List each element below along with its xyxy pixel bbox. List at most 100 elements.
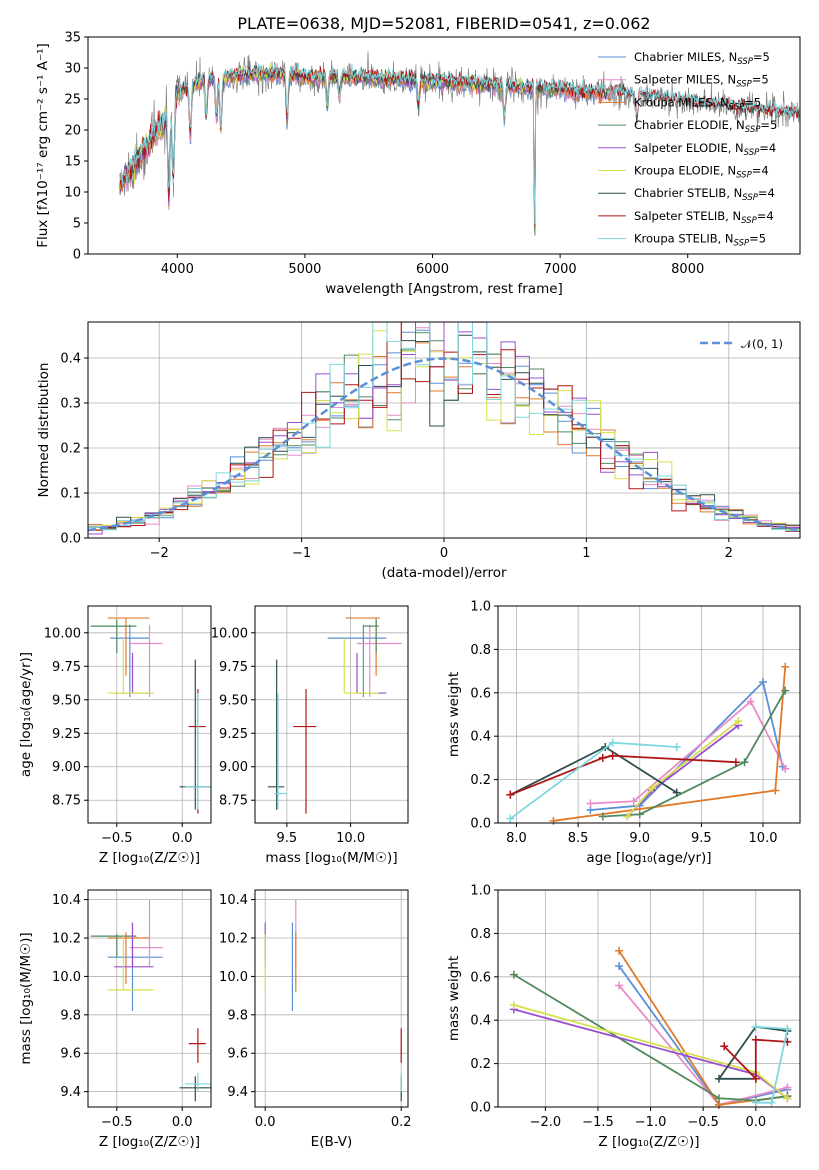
data-point <box>274 693 287 810</box>
x-tick-label: −0.5 <box>101 831 133 846</box>
weight-marker <box>615 981 624 990</box>
x-tick-label: −2 <box>150 546 169 561</box>
y-tick-label: 9.75 <box>219 660 248 675</box>
data-point <box>114 922 154 968</box>
axes-frame <box>497 889 801 1108</box>
axes-frame <box>254 605 409 824</box>
grid <box>255 606 408 823</box>
weight-marker <box>720 1042 729 1051</box>
y-tick-label: 1.0 <box>470 600 491 615</box>
data-point <box>343 638 379 694</box>
weight-marker <box>598 753 607 762</box>
data-point <box>129 624 163 698</box>
y-tick-label: 9.8 <box>60 1008 81 1023</box>
legend-label: Chabrier ELODIE, NSSP=5 <box>634 118 777 135</box>
y-tick-label: 0.4 <box>470 730 491 745</box>
axes-frame <box>497 605 801 824</box>
spectrum-panel: 4000 5000 6000 7000 8000 0 5 10 15 20 25 30 35 wavele… <box>35 14 801 297</box>
data-point <box>114 652 154 694</box>
weight-marker <box>734 717 743 726</box>
weight-line <box>590 700 787 805</box>
weight-marker <box>615 961 624 970</box>
weight-series <box>549 662 790 825</box>
y-tick-label: 25 <box>64 93 81 108</box>
weight-line <box>509 754 736 796</box>
x-tick-label: 2 <box>725 546 733 561</box>
y-tick-label: 8.75 <box>52 794 81 809</box>
x-tick-label: −1.0 <box>635 1115 667 1130</box>
legend-label: Kroupa STELIB, NSSP=5 <box>634 232 766 249</box>
weight-marker <box>635 810 644 819</box>
data-point <box>188 689 206 814</box>
x-axis-label: (data-model)/error <box>381 565 507 581</box>
y-axis-label: mass weight <box>446 672 462 757</box>
y-tick-label: 10.00 <box>211 626 248 641</box>
weight-marker <box>751 1098 760 1107</box>
weight-series <box>586 697 790 808</box>
weight-marker <box>781 686 790 695</box>
y-tick-label: 9.25 <box>52 727 81 742</box>
weight-marker <box>549 816 558 825</box>
weight-marker <box>771 786 780 795</box>
y-tick-label: 0.4 <box>470 1014 491 1029</box>
weight-marker <box>731 758 740 767</box>
grid <box>255 890 408 1107</box>
weight-series <box>751 1022 792 1107</box>
y-tick-label: 9.8 <box>227 1008 248 1023</box>
x-axis-label: Z [log₁₀(Z/Z☉)] <box>99 1134 200 1150</box>
y-tick-label: 0.6 <box>470 686 491 701</box>
y-axis-label: Flux [fλ10⁻¹⁷ erg cm⁻² s⁻¹ A⁻¹] <box>35 43 51 248</box>
weight-marker <box>714 1074 723 1083</box>
normal-reference-curve <box>87 357 801 532</box>
axes-frame <box>87 889 212 1108</box>
y-tick-label: 10.0 <box>219 970 248 985</box>
x-axis-label: age [log₁₀(age/yr)] <box>586 850 711 866</box>
legend-label: 𝒩(0, 1) <box>741 337 783 351</box>
y-tick-label: 9.25 <box>219 727 248 742</box>
weight-marker <box>783 1083 792 1092</box>
weight-vs-age-panel: 8.0 8.5 9.0 9.5 10.0 0.0 0.2 0.4 0.6 0.8 1.0 age [l… <box>446 600 801 866</box>
x-axis-label: Z [log₁₀(Z/Z☉)] <box>598 1134 699 1150</box>
spectrum-model-line <box>119 62 800 225</box>
mass-vs-Z-panel: −0.5 0.0 9.4 9.6 9.8 10.0 10.2 10.4 Z [log₁₀(Z/Z… <box>18 889 212 1150</box>
x-tick-label: 9.0 <box>629 831 650 846</box>
chart-title: PLATE=0638, MJD=52081, FIBERID=0541, z=0… <box>237 14 650 33</box>
y-tick-label: 15 <box>64 155 81 170</box>
legend-label: Chabrier STELIB, NSSP=4 <box>634 186 775 203</box>
weight-marker <box>672 788 681 797</box>
weight-marker <box>672 743 681 752</box>
y-tick-label: 0.0 <box>60 532 81 547</box>
weight-line <box>602 690 786 818</box>
weight-series <box>623 717 743 821</box>
y-tick-label: 35 <box>64 31 81 46</box>
y-tick-label: 10.2 <box>52 932 81 947</box>
data-point <box>179 1076 211 1102</box>
y-tick-label: 9.50 <box>219 693 248 708</box>
x-tick-label: 10.0 <box>336 831 365 846</box>
weight-marker <box>759 677 768 686</box>
y-tick-label: 0.0 <box>470 817 491 832</box>
weight-marker <box>740 758 749 767</box>
x-axis-label: E(B-V) <box>311 1134 353 1150</box>
weight-marker <box>506 790 515 799</box>
data-point <box>363 619 379 653</box>
y-tick-label: 9.00 <box>52 760 81 775</box>
x-tick-label: 9.5 <box>277 831 298 846</box>
spectrum-model-line <box>119 65 800 227</box>
weight-marker <box>608 738 617 747</box>
legend-label: Kroupa ELODIE, NSSP=4 <box>634 164 769 181</box>
x-tick-label: 0.2 <box>391 1115 412 1130</box>
y-tick-label: 8.75 <box>219 794 248 809</box>
data-point <box>293 689 317 814</box>
x-tick-label: 6000 <box>416 262 449 277</box>
y-tick-label: 1.0 <box>470 884 491 899</box>
x-tick-label: 10.0 <box>749 831 778 846</box>
x-tick-label: 0 <box>440 546 448 561</box>
x-tick-label: 4000 <box>161 262 194 277</box>
y-axis-label: Normed distribution <box>36 363 52 498</box>
y-tick-label: 0.8 <box>470 927 491 942</box>
weight-marker <box>608 751 617 760</box>
x-tick-label: 0.0 <box>255 1115 276 1130</box>
legend-label: Salpeter STELIB, NSSP=4 <box>634 209 774 226</box>
weight-marker <box>781 764 790 773</box>
